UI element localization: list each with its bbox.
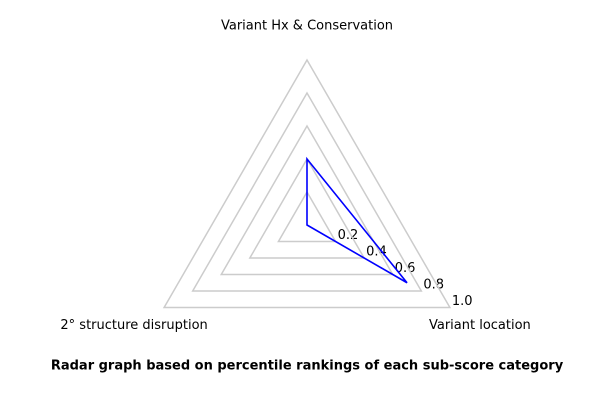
- grid-polygon: [248, 157, 366, 259]
- axis-label: 2° structure disruption: [60, 318, 207, 333]
- axis-label: Variant location: [429, 318, 531, 333]
- r-tick-label: 1.0: [452, 294, 473, 309]
- chart-title: Radar graph based on percentile rankings…: [51, 359, 564, 374]
- grid-polygon: [162, 58, 452, 309]
- data-line: [306, 156, 408, 284]
- grid-polygon: [277, 190, 337, 243]
- grid-polygon: [219, 124, 395, 276]
- grid-polygon: [191, 91, 423, 292]
- axis-label: Variant Hx & Conservation: [221, 19, 393, 34]
